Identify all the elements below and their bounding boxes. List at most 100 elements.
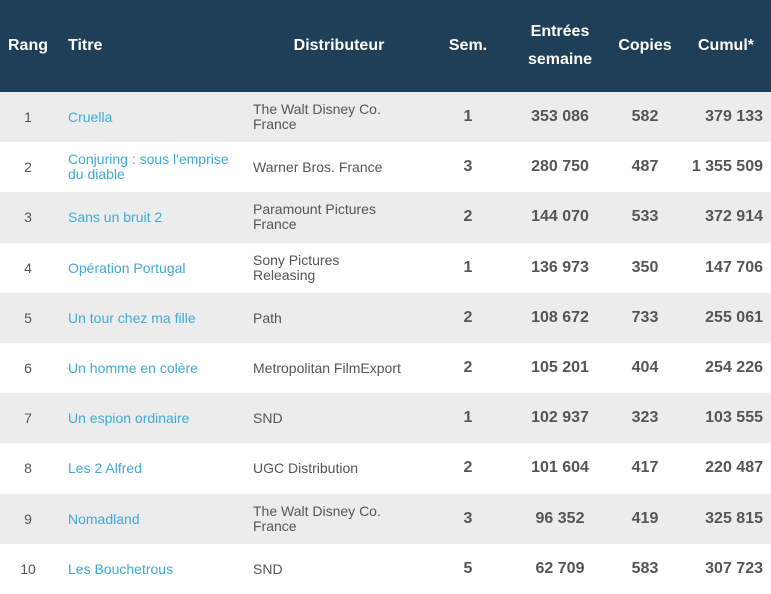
cell-distributeur: Sony Pictures Releasing — [253, 243, 425, 293]
cell-titre: Un tour chez ma fille — [56, 293, 253, 343]
distributor-name: Sony Pictures Releasing — [253, 251, 340, 283]
cell-distributeur: The Walt Disney Co. France — [253, 494, 425, 544]
cell-copies: 323 — [631, 409, 659, 427]
cell-entrees: 136 973 — [531, 258, 589, 276]
table-body: 1 Cruella The Walt Disney Co. France 1 353 0… — [0, 92, 771, 594]
cell-rang: 8 — [0, 443, 56, 493]
rang-value: 4 — [24, 259, 32, 276]
film-title-link[interactable]: Un tour chez ma fille — [68, 309, 196, 326]
header-sem: Sem. — [448, 37, 488, 54]
cell-copies: 533 — [631, 208, 659, 226]
rang-value: 5 — [24, 309, 32, 326]
cell-distributeur: Paramount Pictures France — [253, 192, 425, 242]
film-title-link[interactable]: Les Bouchetrous — [68, 560, 174, 577]
cell-rang: 7 — [0, 393, 56, 443]
rang-value: 8 — [24, 460, 32, 477]
cell-distributeur: SND — [253, 544, 425, 594]
header-rang: Rang — [8, 37, 48, 54]
rang-value: 7 — [24, 410, 32, 427]
header-cumul: Cumul* — [698, 37, 754, 54]
cell-rang: 5 — [0, 293, 56, 343]
cell-rang: 9 — [0, 494, 56, 544]
cell-cumul: 325 815 — [705, 509, 763, 527]
cell-distributeur: UGC Distribution — [253, 443, 425, 493]
table-row: 7 Un espion ordinaire SND 1 102 937 323 103 55… — [0, 393, 771, 444]
table-row: 8 Les 2 Alfred UGC Distribution 2 101 604 417… — [0, 443, 771, 494]
table-row: 6 Un homme en colère Metropolitan FilmExpo… — [0, 342, 771, 394]
header-titre: Titre — [68, 37, 103, 54]
rang-value: 2 — [24, 159, 32, 176]
cell-rang: 10 — [0, 544, 56, 594]
cell-entrees: 144 070 — [531, 208, 589, 226]
cell-titre: Les Bouchetrous — [56, 544, 253, 594]
cell-distributeur: Metropolitan FilmExport — [253, 343, 425, 393]
cell-entrees: 280 750 — [531, 158, 589, 176]
cell-cumul: 372 914 — [705, 208, 763, 226]
cell-copies: 419 — [631, 509, 659, 527]
table-row: 1 Cruella The Walt Disney Co. France 1 353 0… — [0, 92, 771, 143]
rang-value: 6 — [24, 360, 32, 377]
distributor-name: UGC Distribution — [253, 460, 359, 477]
film-title-link[interactable]: Nomadland — [68, 510, 140, 527]
cell-cumul: 1 355 509 — [691, 158, 763, 176]
cell-copies: 583 — [631, 559, 659, 577]
rang-value: 1 — [24, 109, 32, 126]
cell-cumul: 254 226 — [705, 359, 763, 377]
cell-sem: 2 — [463, 308, 473, 326]
distributor-name: The Walt Disney Co. France — [253, 502, 381, 534]
cell-sem: 2 — [463, 359, 473, 377]
cell-distributeur: SND — [253, 393, 425, 443]
cell-titre: Conjuring : sous l'emprise du diable — [56, 142, 253, 192]
cell-titre: Un homme en colère — [56, 343, 253, 393]
header-entrees: Entrées semaine — [511, 0, 609, 92]
cell-titre: Un espion ordinaire — [56, 393, 253, 443]
table-row: 5 Un tour chez ma fille Path 2 108 672 733 255… — [0, 292, 771, 343]
cell-distributeur: The Walt Disney Co. France — [253, 92, 425, 142]
cell-cumul: 379 133 — [705, 108, 763, 126]
film-title-link[interactable]: Cruella — [68, 109, 113, 126]
header-entrees-line2: semaine — [527, 51, 593, 68]
cell-entrees: 96 352 — [535, 509, 585, 527]
distributor-name: The Walt Disney Co. France — [253, 101, 381, 133]
cell-rang: 2 — [0, 142, 56, 192]
distributor-name: Paramount Pictures France — [253, 201, 376, 233]
distributor-name: Warner Bros. France — [253, 159, 383, 176]
film-title-link[interactable]: Un espion ordinaire — [68, 410, 190, 427]
cell-copies: 404 — [631, 359, 659, 377]
film-title-link[interactable]: Sans un bruit 2 — [68, 209, 163, 226]
cell-entrees: 102 937 — [531, 409, 589, 427]
table-row: 2 Conjuring : sous l'emprise du diable War… — [0, 142, 771, 193]
film-title-link[interactable]: Conjuring : sous l'emprise du diable — [68, 151, 229, 183]
cell-entrees: 353 086 — [531, 108, 589, 126]
cell-cumul: 307 723 — [705, 559, 763, 577]
distributor-name: Metropolitan FilmExport — [253, 360, 401, 377]
cell-copies: 417 — [631, 459, 659, 477]
cell-copies: 582 — [631, 108, 659, 126]
cell-distributeur: Warner Bros. France — [253, 142, 425, 192]
cell-sem: 2 — [463, 208, 473, 226]
film-title-link[interactable]: Un homme en colère — [68, 360, 198, 377]
cell-cumul: 255 061 — [705, 308, 763, 326]
header-row: Rang Titre Distributeur Sem. Entrées sem… — [0, 0, 771, 92]
distributor-name: Path — [253, 309, 282, 326]
cell-copies: 733 — [631, 308, 659, 326]
table-row: 4 Opération Portugal Sony Pictures Releasi… — [0, 242, 771, 293]
cell-entrees: 101 604 — [531, 459, 589, 477]
cell-titre: Cruella — [56, 92, 253, 142]
film-title-link[interactable]: Opération Portugal — [68, 259, 186, 276]
rang-value: 9 — [24, 510, 32, 527]
table-header: Rang Titre Distributeur Sem. Entrées sem… — [0, 0, 771, 92]
cell-cumul: 220 487 — [705, 459, 763, 477]
cell-rang: 1 — [0, 92, 56, 142]
table-row: 3 Sans un bruit 2 Paramount Pictures Franc… — [0, 192, 771, 243]
cell-titre: Sans un bruit 2 — [56, 192, 253, 242]
cell-entrees: 105 201 — [531, 359, 589, 377]
cell-rang: 6 — [0, 343, 56, 393]
cell-sem: 1 — [463, 258, 473, 276]
cell-sem: 1 — [463, 409, 473, 427]
film-title-link[interactable]: Les 2 Alfred — [68, 460, 142, 477]
header-copies: Copies — [618, 37, 672, 54]
cell-cumul: 147 706 — [705, 258, 763, 276]
rang-value: 10 — [20, 560, 36, 577]
